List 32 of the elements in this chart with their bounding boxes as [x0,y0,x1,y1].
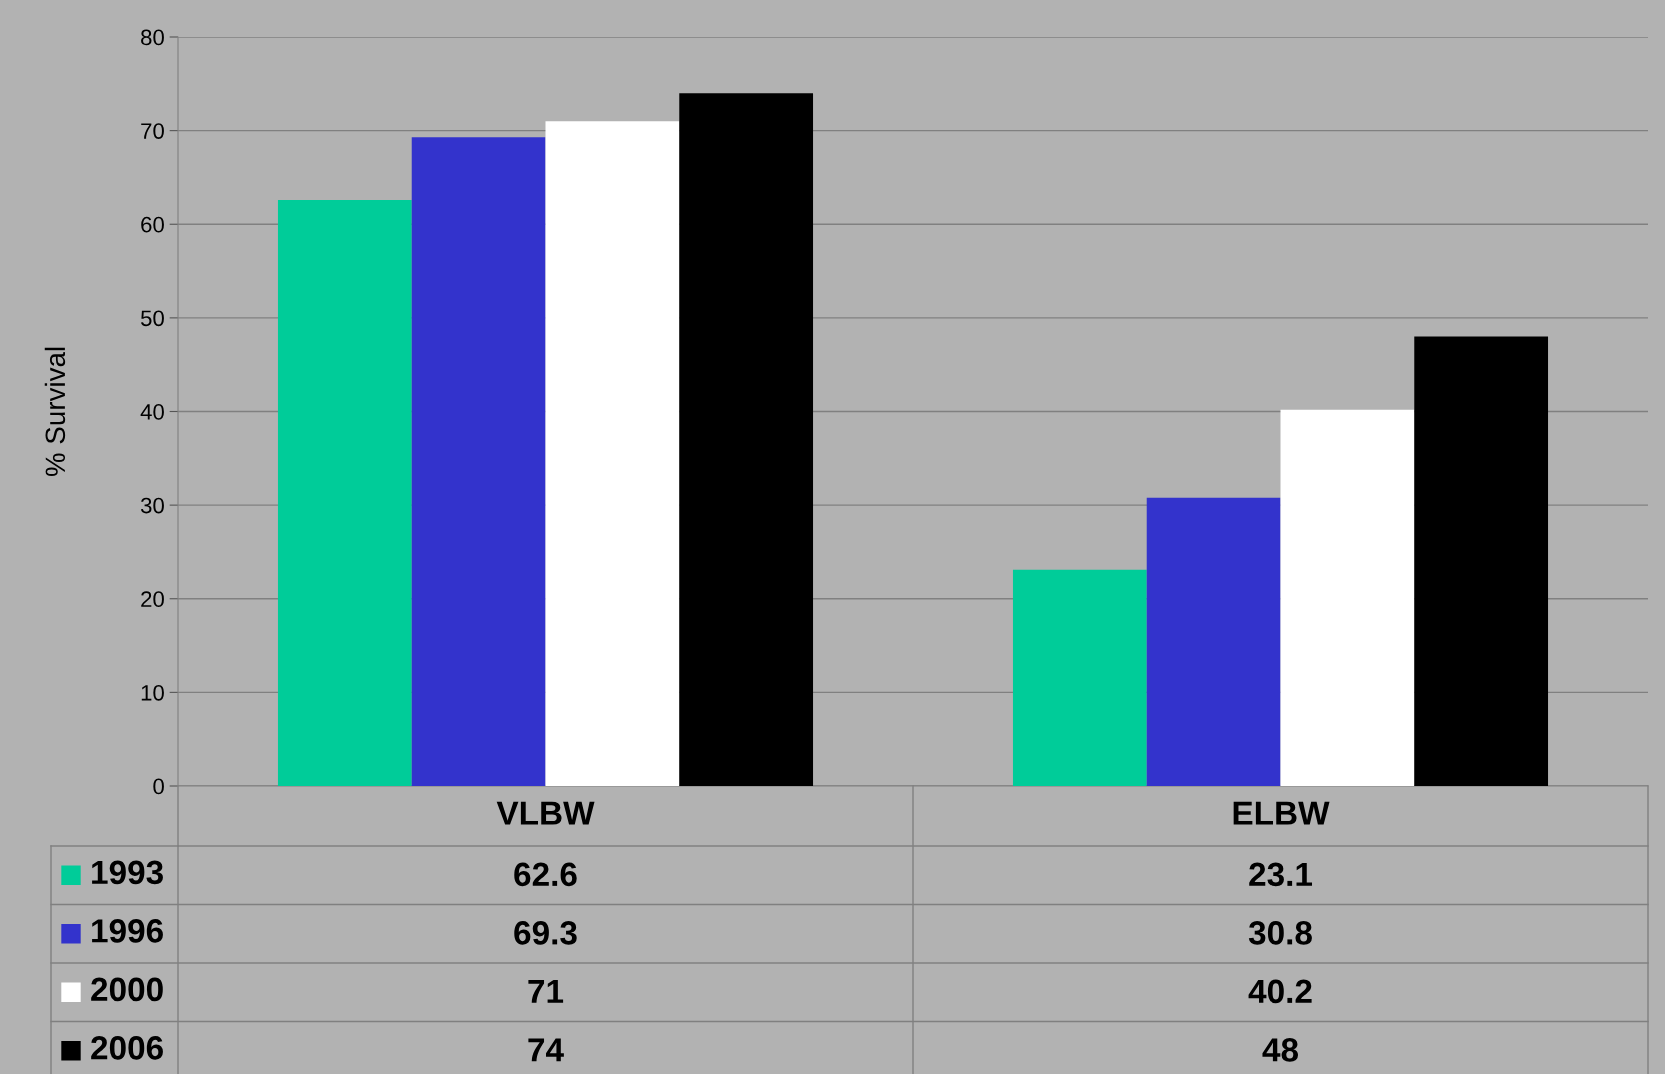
legend-label: 1996 [92,919,163,943]
y-tick-label: 30 [140,497,164,514]
data-label: 62.6 [514,862,577,887]
data-label: 48 [1262,1038,1299,1062]
legend-label: 1993 [92,860,163,885]
x-tick-label: VLBW [496,801,595,825]
bar [1280,409,1415,786]
y-tick-label: 10 [141,684,164,701]
data-label: 23.1 [1249,862,1313,887]
bar [1012,569,1147,786]
data-label: 69.3 [514,921,577,945]
data-label: 30.8 [1248,921,1312,945]
data-label: 74 [528,1038,564,1062]
legend-label: 2006 [91,1036,163,1060]
data-label: 71 [528,979,564,1003]
legend-label: 2000 [91,977,163,1002]
y-axis-title: % Survival [44,347,66,477]
y-tick-label: 60 [141,216,164,233]
data-label: 40.2 [1248,979,1312,1004]
bar [679,93,814,786]
y-tick-label: 20 [141,591,164,608]
bar [1414,336,1549,786]
y-tick-label: 70 [141,123,164,139]
x-tick-label: ELBW [1233,801,1330,825]
bar [545,121,680,786]
y-tick-label: 50 [140,310,164,327]
bar [411,137,546,786]
bar [277,199,412,786]
y-tick-label: 40 [140,404,164,420]
bar [1146,497,1281,786]
y-tick-label: 80 [141,29,164,46]
y-tick-label: 0 [153,778,164,795]
